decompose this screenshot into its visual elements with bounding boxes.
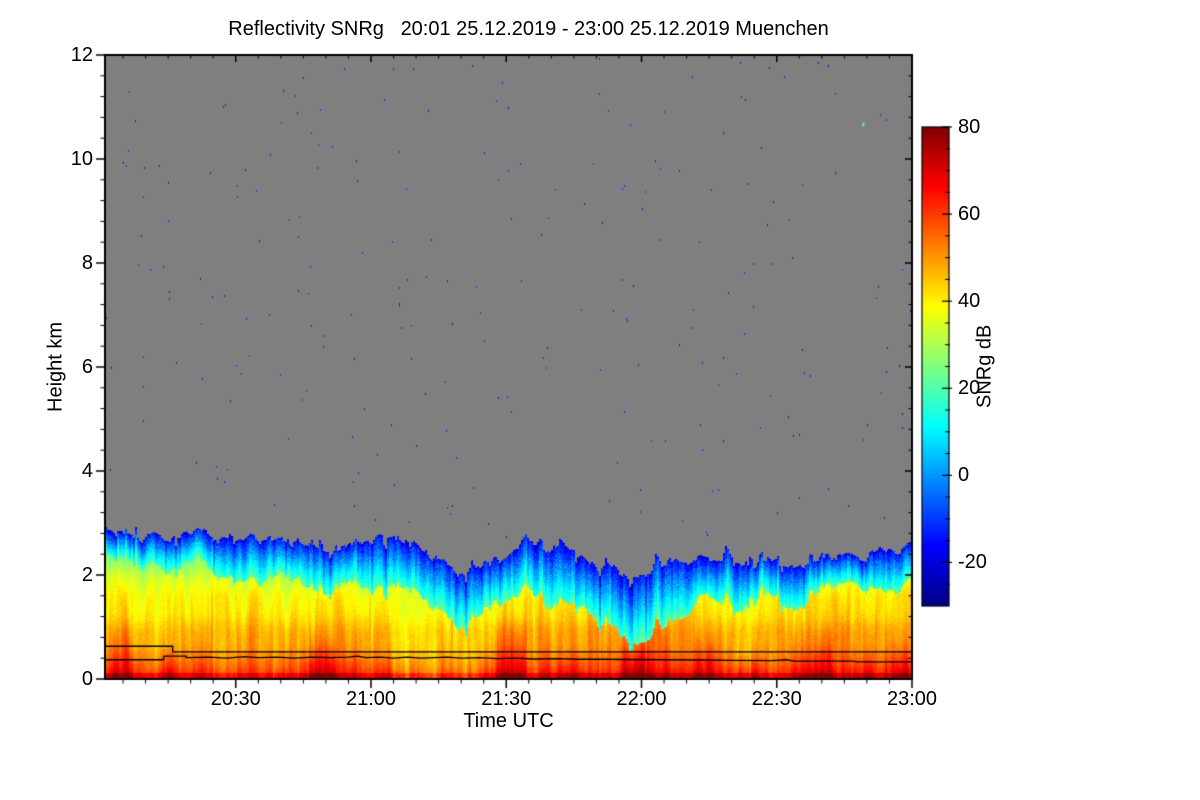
colorbar-tick-label: 0 <box>958 464 970 487</box>
x-tick-label: 21:30 <box>481 688 532 710</box>
y-tick-label: 10 <box>70 148 93 170</box>
y-tick-label: 8 <box>81 252 93 274</box>
x-tick-label: 22:00 <box>616 688 667 710</box>
x-tick-label: 21:00 <box>345 688 397 710</box>
colorbar-tick-label: 60 <box>958 203 981 226</box>
colorbar-tick-label: 40 <box>958 290 981 313</box>
colorbar-tick-label: 80 <box>958 116 981 138</box>
x-tick-label: 22:30 <box>751 688 802 710</box>
colorbar-tick-label: 20 <box>958 377 981 400</box>
colorbar-tick-label: -20 <box>958 551 987 574</box>
x-tick-label: 20:30 <box>210 688 261 710</box>
y-tick-label: 2 <box>81 564 93 586</box>
plot-title: Reflectivity SNRg 20:01 25.12.2019 - 23:… <box>228 18 829 40</box>
y-tick-label: 4 <box>81 460 93 482</box>
y-tick-label: 6 <box>81 356 93 378</box>
x-axis-label: Time UTC <box>463 710 554 732</box>
y-tick-label: 12 <box>70 44 93 66</box>
x-tick-label: 23:00 <box>886 688 938 710</box>
y-tick-label: 0 <box>81 668 93 690</box>
colorbar-label: SNRg dB <box>973 324 996 409</box>
